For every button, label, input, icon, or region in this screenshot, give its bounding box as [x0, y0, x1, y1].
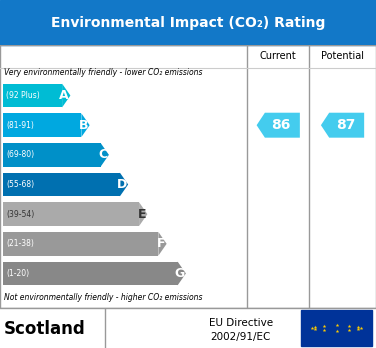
Text: (69-80): (69-80): [6, 150, 34, 159]
Text: (81-91): (81-91): [6, 121, 34, 130]
Text: (92 Plus): (92 Plus): [6, 91, 40, 100]
Polygon shape: [321, 113, 364, 138]
Text: 86: 86: [271, 118, 291, 132]
Bar: [3, 84, 62, 108]
Text: Very environmentally friendly - lower CO₂ emissions: Very environmentally friendly - lower CO…: [4, 68, 202, 77]
Text: (21-38): (21-38): [6, 239, 34, 248]
Bar: [301, 310, 372, 346]
Polygon shape: [81, 113, 89, 137]
Text: Not environmentally friendly - higher CO₂ emissions: Not environmentally friendly - higher CO…: [4, 293, 202, 302]
Bar: [3, 143, 101, 167]
Polygon shape: [120, 173, 128, 196]
Text: Current: Current: [260, 52, 297, 61]
Text: E: E: [137, 208, 146, 221]
Text: (39-54): (39-54): [6, 209, 34, 219]
Polygon shape: [158, 232, 167, 256]
Text: (1-20): (1-20): [6, 269, 29, 278]
Text: F: F: [157, 237, 165, 250]
Bar: [3, 262, 177, 285]
Bar: [3, 113, 81, 137]
Text: B: B: [79, 119, 88, 132]
Text: Environmental Impact (CO₂) Rating: Environmental Impact (CO₂) Rating: [51, 16, 325, 30]
Text: Potential: Potential: [321, 52, 364, 61]
Text: EU Directive: EU Directive: [209, 318, 273, 328]
Bar: [3, 202, 139, 226]
Polygon shape: [139, 202, 147, 226]
Polygon shape: [256, 113, 300, 138]
Text: G: G: [174, 267, 184, 280]
Text: (55-68): (55-68): [6, 180, 34, 189]
Polygon shape: [177, 262, 186, 285]
Text: 2002/91/EC: 2002/91/EC: [211, 332, 271, 342]
Bar: [3, 232, 158, 256]
Text: A: A: [59, 89, 69, 102]
Polygon shape: [62, 84, 70, 108]
Text: Scotland: Scotland: [4, 320, 86, 338]
Text: C: C: [98, 148, 108, 161]
Text: D: D: [117, 178, 127, 191]
Text: 87: 87: [336, 118, 355, 132]
Polygon shape: [101, 143, 109, 167]
Bar: [3, 173, 120, 196]
